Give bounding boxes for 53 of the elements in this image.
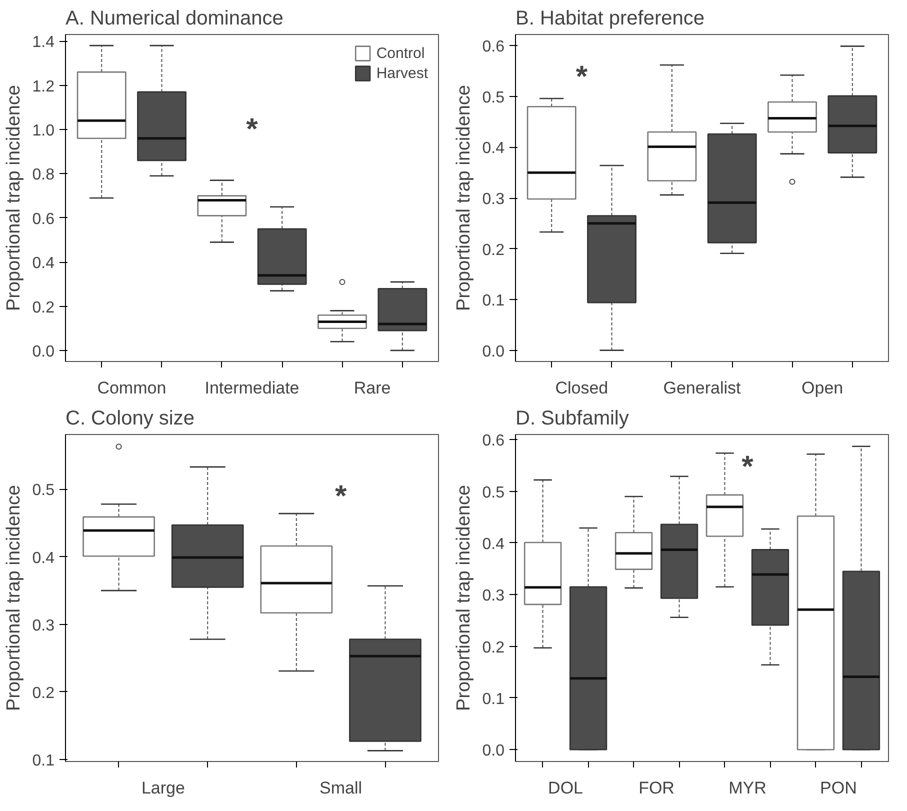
annotation: * [246, 112, 258, 146]
x-tick-label: MYR [728, 778, 766, 798]
x-tick-label: DOL [548, 778, 584, 798]
y-tick-label: 0.6 [32, 210, 55, 228]
chart-title: B. Habitat preference [516, 8, 704, 30]
chart-title: C. Colony size [66, 408, 194, 430]
y-tick-label: 0.5 [482, 89, 505, 106]
x-tick-label: Large [141, 778, 185, 798]
y-tick-label: 1.4 [32, 34, 55, 52]
y-tick-label: 0.0 [482, 742, 505, 760]
y-tick-label: 0.4 [482, 536, 505, 553]
annotation: * [334, 480, 347, 514]
y-tick-label: 0.3 [482, 191, 505, 208]
y-tick-label: 0.0 [32, 343, 55, 360]
y-tick-label: 1.0 [32, 122, 55, 140]
y-tick-label: 0.4 [32, 255, 55, 272]
y-tick-label: 0.4 [482, 140, 505, 158]
x-tick-label: Generalist [663, 378, 742, 398]
y-tick-label: 0.0 [482, 343, 505, 360]
y-axis-title: Proportional trap incidence [453, 84, 474, 312]
x-tick-label: Common [97, 378, 166, 398]
y-tick-label: 0.1 [482, 292, 505, 310]
annotation: * [576, 60, 588, 94]
y-tick-label: 0.2 [482, 639, 505, 656]
y-tick-label: 0.8 [32, 166, 55, 184]
x-tick-label: FOR [638, 778, 674, 798]
x-tick-label: PON [820, 778, 857, 798]
y-tick-label: 0.2 [482, 242, 505, 259]
legend-label: Control [376, 44, 425, 62]
y-tick-label: 0.6 [482, 38, 505, 56]
x-tick-label: Small [320, 778, 362, 798]
y-tick-label: 0.3 [32, 617, 55, 634]
y-tick-label: 1.2 [32, 78, 55, 96]
chart-title: A. Numerical dominance [66, 8, 284, 30]
x-tick-label: Rare [354, 378, 391, 398]
y-tick-label: 0.2 [32, 684, 55, 702]
y-axis-title: Proportional trap incidence [453, 484, 474, 712]
x-tick-label: Intermediate [204, 378, 300, 398]
y-axis-title: Proportional trap incidence [3, 484, 24, 712]
y-tick-label: 0.1 [32, 752, 55, 770]
y-tick-label: 0.6 [482, 432, 505, 450]
y-axis-title: Proportional trap incidence [3, 84, 24, 312]
x-tick-label: Open [802, 378, 844, 398]
y-tick-label: 0.1 [482, 690, 505, 708]
y-tick-label: 0.5 [482, 484, 505, 502]
chart-title: D. Subfamily [516, 408, 629, 430]
x-tick-label: Closed [555, 378, 608, 398]
y-tick-label: 0.2 [32, 299, 55, 316]
legend-label: Harvest [376, 64, 428, 82]
y-tick-label: 0.5 [32, 482, 55, 500]
y-tick-label: 0.4 [32, 550, 55, 567]
annotation: * [742, 450, 754, 484]
y-tick-label: 0.3 [482, 588, 505, 605]
